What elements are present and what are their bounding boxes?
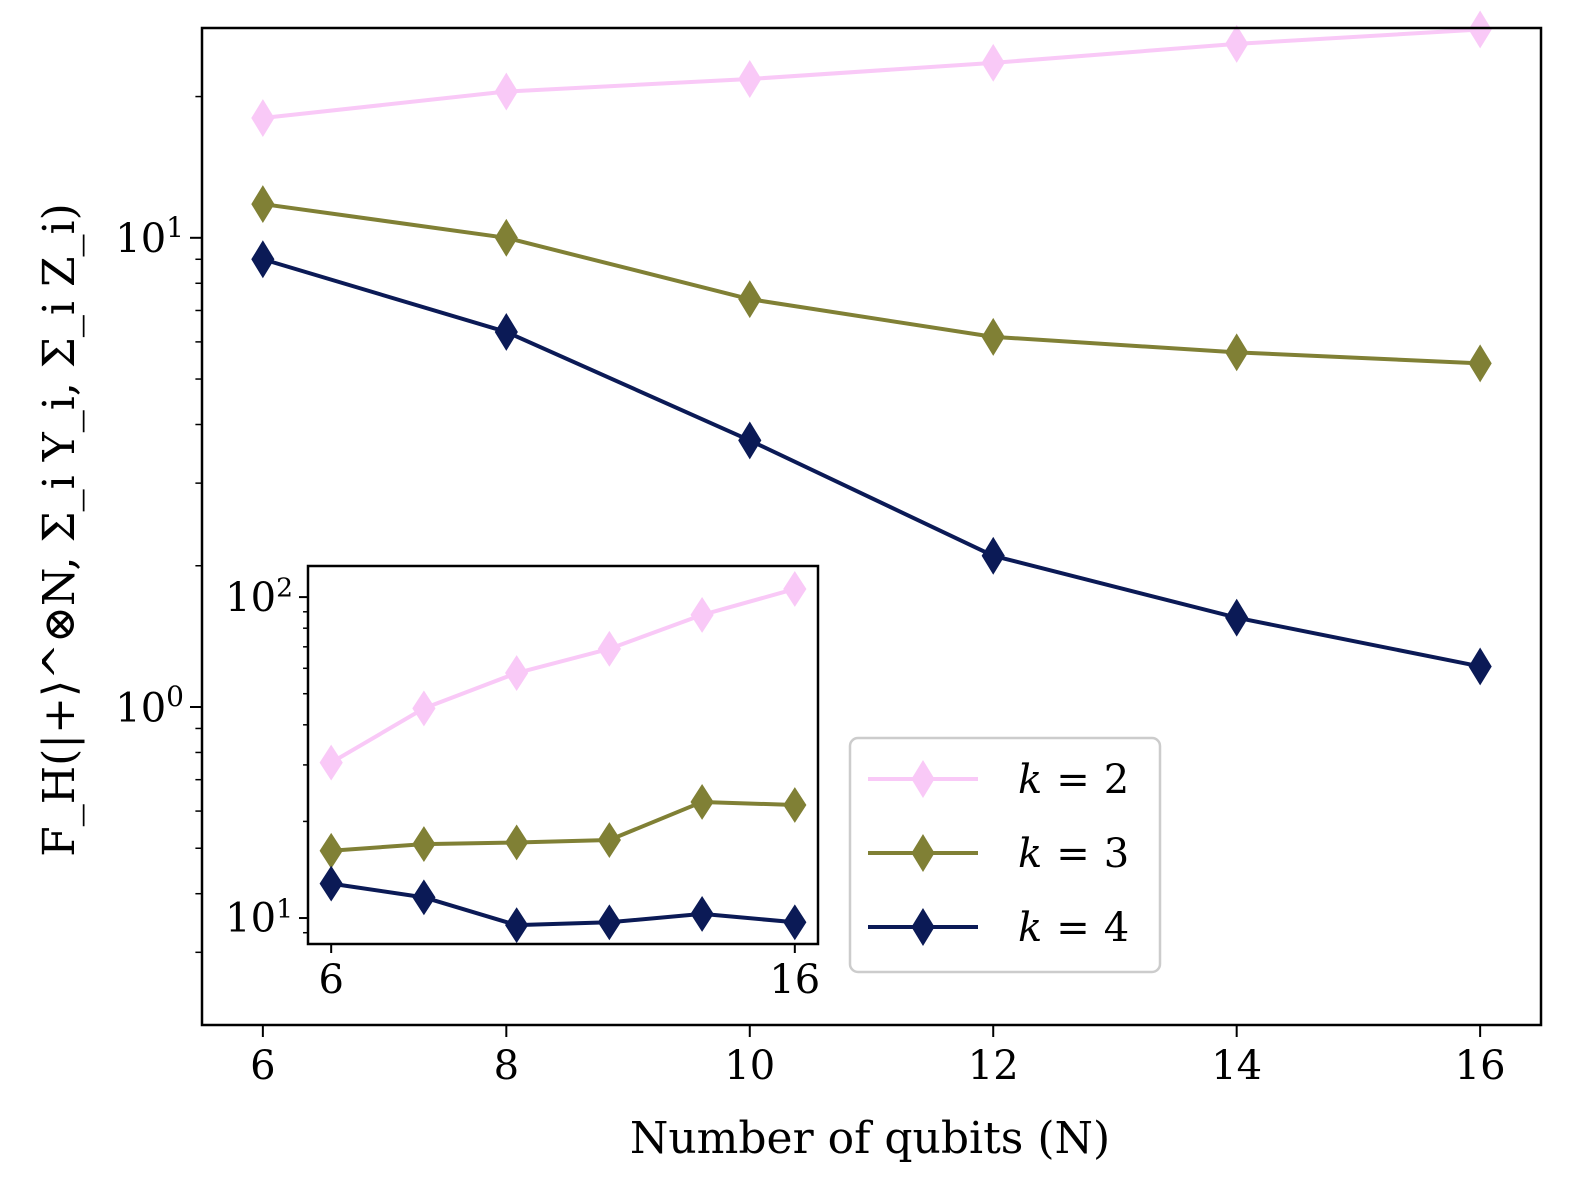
inset-point-k2 <box>412 690 436 727</box>
inset-point-k3 <box>597 822 621 858</box>
legend-entry-k2: k = 2 <box>868 757 1129 803</box>
inset-point-k2 <box>597 630 621 667</box>
inset-point-k3 <box>783 787 807 823</box>
legend-entry-k4: k = 4 <box>868 905 1129 951</box>
legend-label-k4: k = 4 <box>1018 905 1129 951</box>
main-series-layer <box>251 10 1492 686</box>
inset-y-ticks: 101 102 <box>225 572 308 942</box>
main-x-tick-label: 8 <box>494 1043 519 1089</box>
inset-line-k2 <box>330 587 796 765</box>
main-x-tick-label: 12 <box>968 1043 1019 1089</box>
main-point-k2 <box>1225 24 1249 63</box>
legend-marker-k4 <box>911 908 935 946</box>
main-series-k4 <box>251 240 1492 686</box>
main-point-k4 <box>1225 598 1249 637</box>
main-series-k2 <box>251 10 1492 137</box>
inset-line-k4 <box>330 881 795 928</box>
inset-point-k4 <box>783 904 807 941</box>
legend-entries: k = 2 k = 3 k = 4 <box>868 757 1129 951</box>
inset-series-k3 <box>319 784 807 869</box>
legend-label-k2: k = 2 <box>1018 757 1129 803</box>
legend-box <box>848 736 1162 974</box>
inset-plot: 6 16 101 102 <box>225 564 820 1003</box>
inset-plot-frame <box>306 564 820 946</box>
inset-point-k2 <box>783 571 807 607</box>
inset-x-tick-label: 16 <box>769 957 820 1003</box>
main-point-k2 <box>738 60 762 98</box>
main-point-k4 <box>981 536 1005 575</box>
main-series-k3 <box>251 185 1492 383</box>
main-x-ticks: 6 8 10 12 14 16 <box>250 1025 1506 1089</box>
main-point-k3 <box>251 185 275 224</box>
inset-point-k3 <box>505 824 529 861</box>
main-point-k3 <box>981 317 1005 356</box>
main-line-k3 <box>262 202 1481 366</box>
main-point-k4 <box>494 312 518 351</box>
main-point-k2 <box>251 99 275 137</box>
inset-point-k2 <box>505 655 529 691</box>
main-point-k4 <box>1468 647 1492 686</box>
main-y-tick-label: 101 <box>115 211 184 262</box>
main-plot: 6 8 10 12 14 16 100 101 <box>115 10 1543 1089</box>
inset-point-k4 <box>690 895 714 932</box>
main-y-ticks: 100 101 <box>115 95 202 954</box>
inset-y-tick-label: 101 <box>225 893 293 941</box>
main-y-tick-label: 100 <box>115 680 184 731</box>
main-point-k3 <box>738 280 762 319</box>
inset-x-tick-label: 6 <box>318 957 343 1003</box>
main-line-k4 <box>262 257 1481 669</box>
legend-label-k3: k = 3 <box>1018 831 1129 877</box>
main-point-k2 <box>981 43 1005 82</box>
inset-point-k4 <box>505 907 529 944</box>
inset-x-ticks: 6 16 <box>318 944 820 1003</box>
inset-point-k4 <box>412 879 436 916</box>
legend-marker-k3 <box>911 834 935 872</box>
y-axis-title: F_H(|+⟩^⊗N, Σ_i Y_i, Σ_i Z_i) <box>34 203 85 857</box>
main-point-k4 <box>738 421 762 460</box>
inset-line-k3 <box>331 799 795 853</box>
main-x-tick-label: 14 <box>1211 1043 1262 1089</box>
main-line-k2 <box>262 27 1481 121</box>
main-x-tick-label: 16 <box>1455 1043 1506 1089</box>
main-x-tick-label: 6 <box>250 1043 275 1089</box>
main-point-k4 <box>251 240 275 279</box>
inset-point-k2 <box>319 744 343 781</box>
main-point-k3 <box>1468 344 1492 383</box>
inset-point-k3 <box>690 784 714 820</box>
main-point-k3 <box>1225 333 1249 372</box>
inset-series-k2 <box>319 571 807 781</box>
inset-point-k2 <box>690 596 714 633</box>
x-axis-title: Number of qubits (N) <box>630 1113 1110 1164</box>
legend-entry-k3: k = 3 <box>868 831 1129 877</box>
main-plot-frame <box>200 26 1543 1027</box>
main-point-k2 <box>494 72 518 111</box>
inset-series-layer <box>319 571 807 944</box>
inset-y-tick-label: 102 <box>225 572 293 620</box>
main-point-k3 <box>494 218 518 257</box>
main-point-k2 <box>1468 10 1492 49</box>
inset-point-k4 <box>319 865 343 902</box>
legend-marker-k2 <box>911 760 935 798</box>
inset-background <box>308 566 818 944</box>
inset-point-k4 <box>597 904 621 941</box>
main-x-tick-label: 10 <box>724 1043 775 1089</box>
inset-point-k3 <box>412 826 436 862</box>
legend: k = 2 k = 3 k = 4 <box>848 736 1162 974</box>
inset-series-k4 <box>319 865 807 944</box>
